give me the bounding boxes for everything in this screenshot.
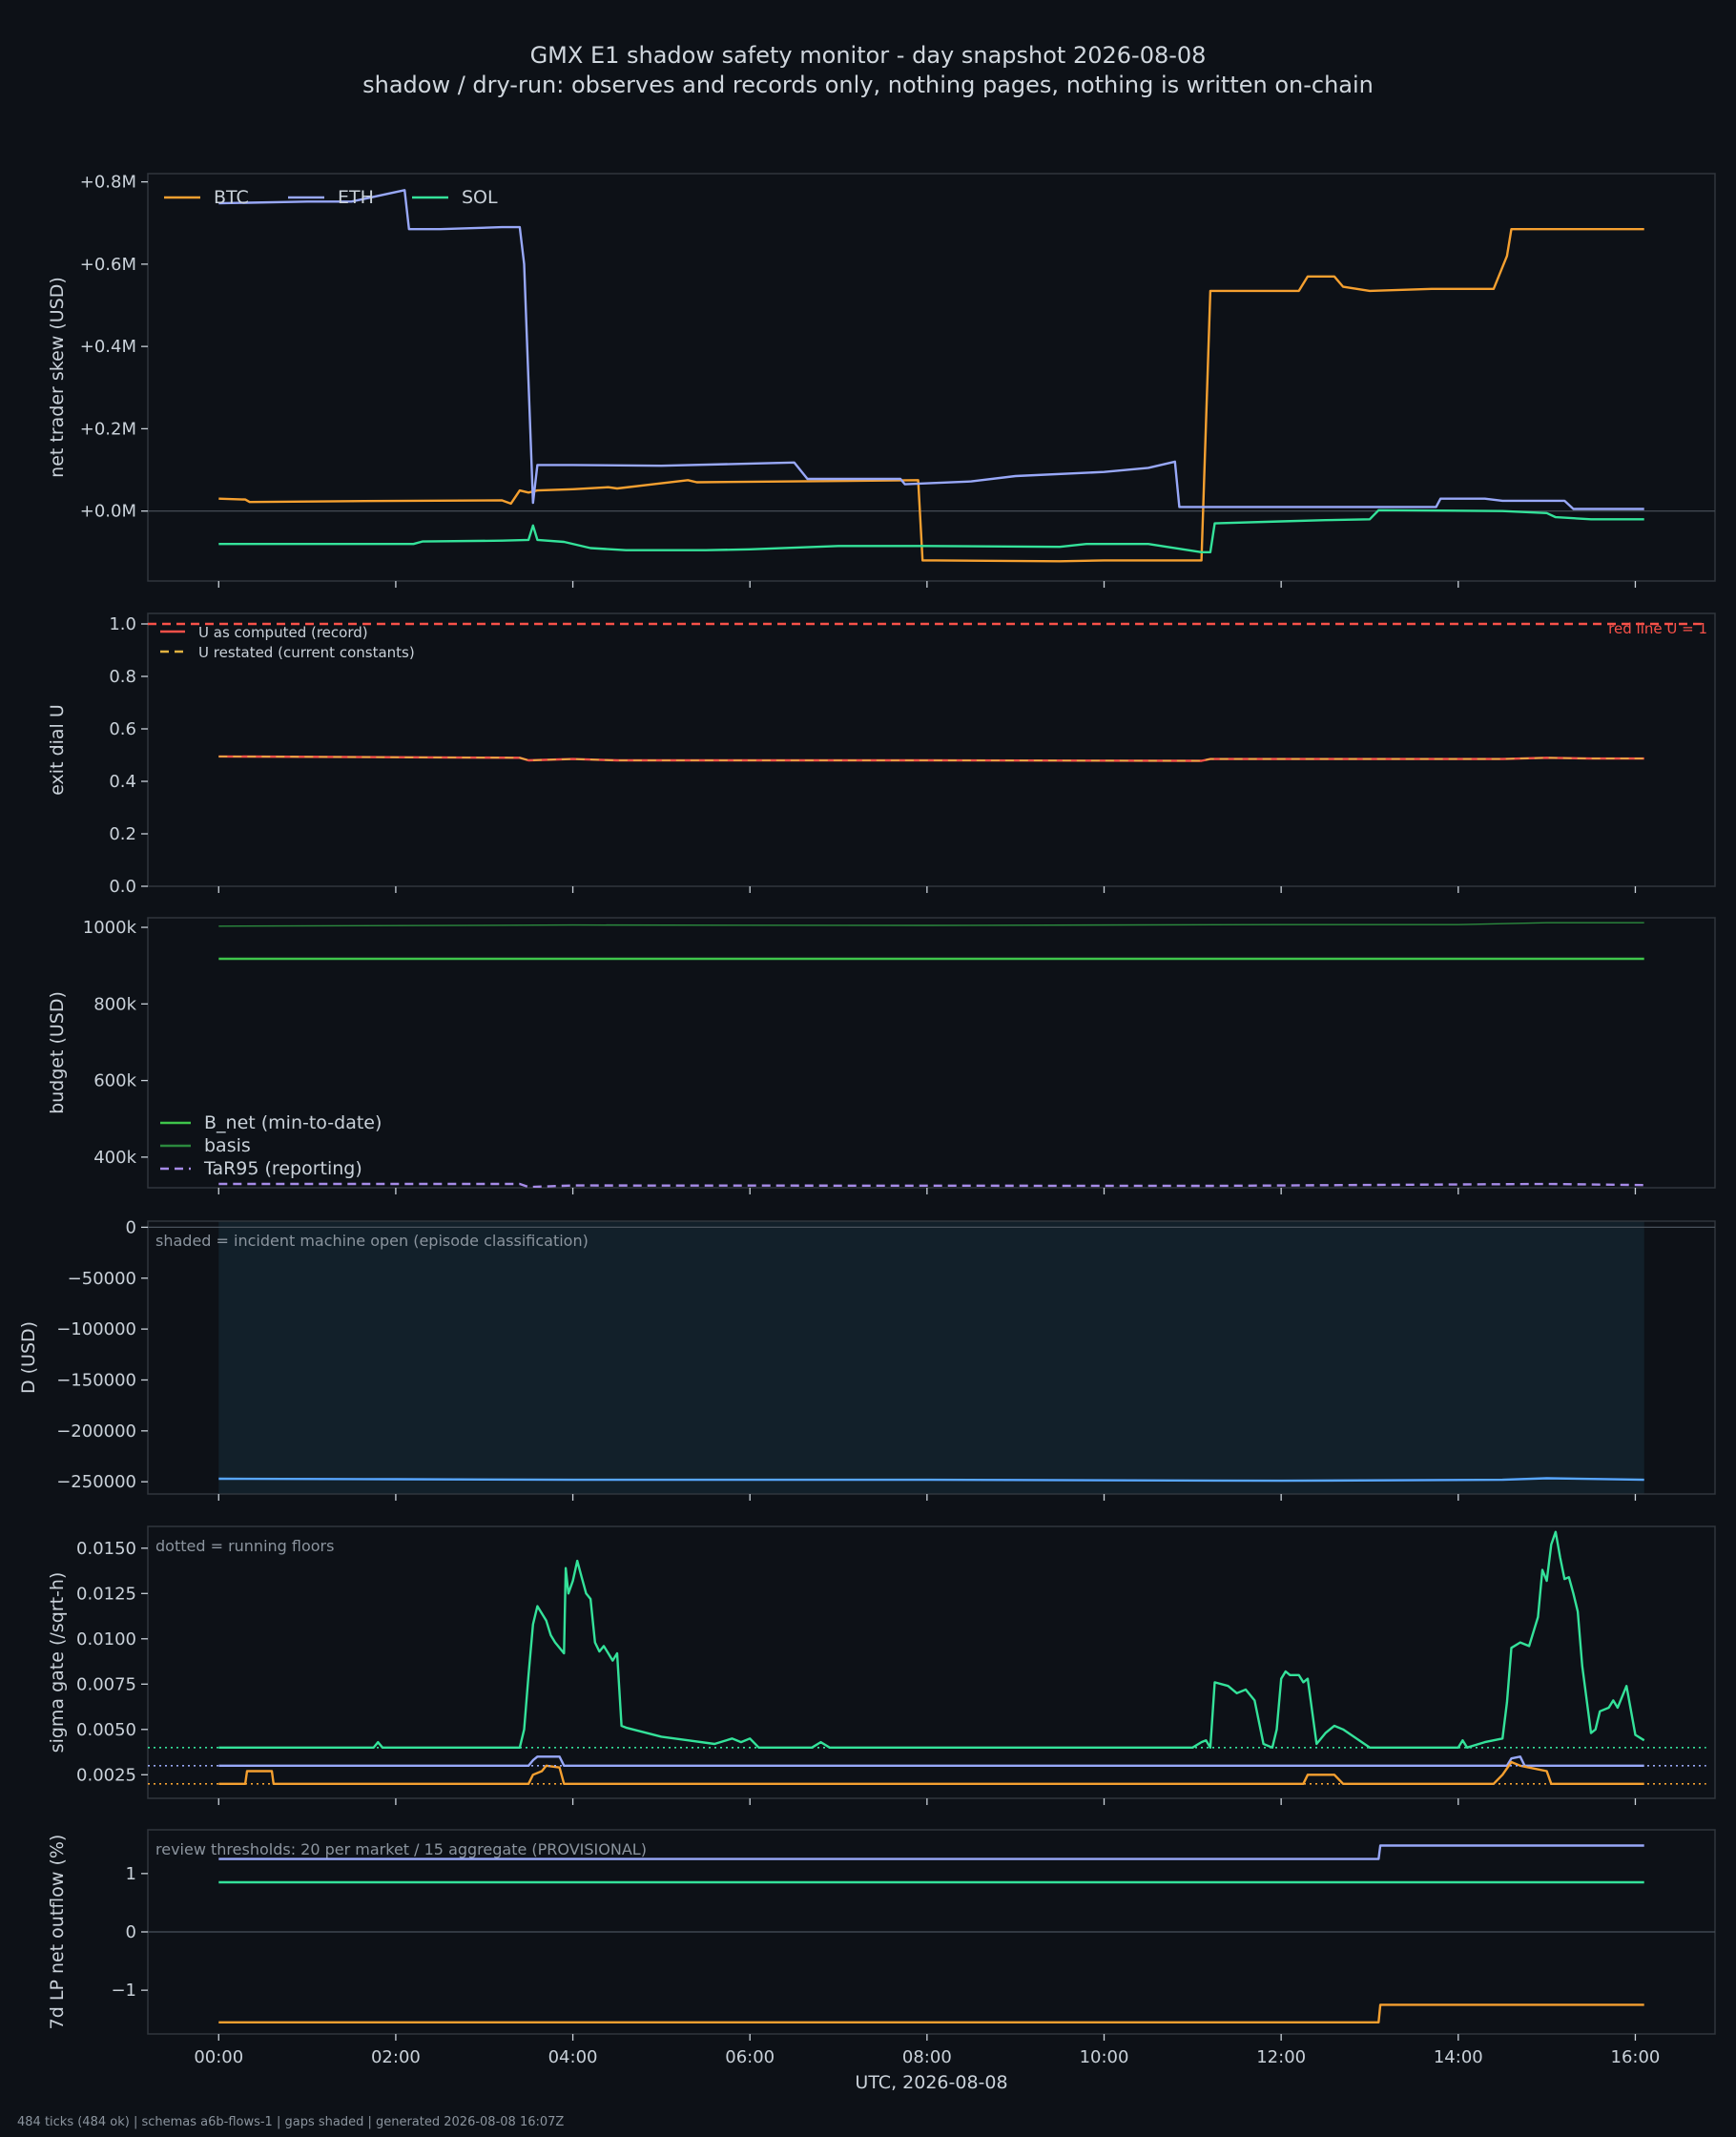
legend-label: B_net (min-to-date) bbox=[204, 1112, 382, 1133]
legend-label: U restated (current constants) bbox=[198, 644, 415, 661]
series-line-sol bbox=[218, 508, 1644, 553]
y-tick-label: 0 bbox=[126, 1217, 136, 1237]
y-tick-label: 0.0125 bbox=[76, 1584, 136, 1604]
series-line-eth-outflow bbox=[218, 1844, 1644, 1860]
legend-label: U as computed (record) bbox=[198, 624, 368, 641]
panel-3: 400k 600k 800k 1000k budget (USD) B_net (min-… bbox=[47, 917, 1716, 1194]
x-tick-label: 08:00 bbox=[902, 2047, 952, 2067]
y-tick-label: 0.6 bbox=[109, 719, 136, 739]
chart-subtitle: shadow / dry-run: observes and records o… bbox=[362, 72, 1374, 98]
series-line-u-as-computed-record bbox=[218, 755, 1644, 762]
series-group bbox=[218, 1844, 1644, 2023]
series-group bbox=[148, 622, 1706, 762]
x-tick-label: 14:00 bbox=[1434, 2047, 1483, 2067]
y-tick-label: 0.0050 bbox=[76, 1720, 136, 1740]
series-group bbox=[218, 189, 1644, 563]
y-tick-label: 1000k bbox=[83, 918, 137, 938]
x-axis-label: UTC, 2026-08-08 bbox=[855, 2072, 1007, 2093]
y-tick-label: 0.4 bbox=[109, 772, 136, 792]
panel-frame bbox=[147, 173, 1716, 582]
panel-frame bbox=[147, 612, 1716, 887]
legend-label: BTC bbox=[214, 187, 249, 208]
y-axis-label: sigma gate (/sqrt-h) bbox=[47, 1572, 68, 1753]
y-tick-label: −150000 bbox=[56, 1370, 136, 1390]
panel-note: dotted = running floors bbox=[155, 1537, 334, 1555]
panel-4: 0 −50000 −100000 −150000 −200000 −250000 D (US… bbox=[18, 1217, 1716, 1501]
panel-5: 0.0025 0.0050 0.0075 0.0100 0.0125 0.0150 sigm… bbox=[47, 1525, 1716, 1805]
series-line-basis bbox=[218, 922, 1644, 927]
y-tick-label: 0.2 bbox=[109, 824, 136, 844]
y-axis-label: 7d LP net outflow (%) bbox=[47, 1835, 68, 2030]
panel-note: review thresholds: 20 per market / 15 ag… bbox=[155, 1840, 647, 1858]
series-line-u-restated-current-constants bbox=[218, 756, 1644, 762]
x-tick-label: 04:00 bbox=[548, 2047, 598, 2067]
red-line-annotation: red line U = 1 bbox=[1608, 620, 1707, 637]
y-tick-label: 400k bbox=[93, 1148, 136, 1168]
panel-note: shaded = incident machine open (episode … bbox=[155, 1232, 589, 1250]
y-tick-label: −250000 bbox=[56, 1472, 136, 1492]
legend-label: ETH bbox=[338, 187, 374, 208]
panel-1: +0.0M +0.2M +0.4M +0.6M +0.8M net trader skew… bbox=[47, 173, 1716, 588]
legend-label: basis bbox=[204, 1135, 251, 1156]
series-group bbox=[218, 1477, 1644, 1483]
series-line-eth bbox=[218, 189, 1644, 510]
y-tick-label: 0 bbox=[126, 1922, 136, 1942]
x-tick-label: 10:00 bbox=[1080, 2047, 1129, 2067]
y-tick-label: 0.0100 bbox=[76, 1629, 136, 1649]
panel-frame bbox=[147, 917, 1716, 1189]
series-line-eth-sigma bbox=[218, 1755, 1644, 1767]
y-tick-label: 0.8 bbox=[109, 667, 136, 687]
series-line-btc bbox=[218, 228, 1644, 563]
y-tick-label: +0.4M bbox=[80, 337, 136, 357]
y-tick-label: +0.8M bbox=[80, 173, 136, 193]
panel-2: 0.0 0.2 0.4 0.6 0.8 1.0 exit dial U U as comput… bbox=[47, 612, 1716, 897]
legend-label: SOL bbox=[462, 187, 498, 208]
series-line-tar95-reporting bbox=[218, 1182, 1644, 1188]
y-tick-label: −50000 bbox=[68, 1269, 136, 1289]
y-tick-label: +0.0M bbox=[80, 502, 136, 522]
panel-frame bbox=[147, 1525, 1716, 1799]
series-line-d bbox=[218, 1477, 1644, 1483]
panel-frame bbox=[147, 1220, 1716, 1495]
y-tick-label: 0.0075 bbox=[76, 1674, 136, 1694]
y-axis-label: budget (USD) bbox=[47, 991, 68, 1114]
x-tick-label: 06:00 bbox=[725, 2047, 775, 2067]
y-axis-label: net trader skew (USD) bbox=[47, 277, 68, 478]
x-tick-label: 00:00 bbox=[194, 2047, 243, 2067]
y-tick-label: 1 bbox=[126, 1864, 136, 1884]
y-tick-label: 0.0150 bbox=[76, 1539, 136, 1559]
y-tick-label: −100000 bbox=[56, 1319, 136, 1339]
y-tick-label: −1 bbox=[111, 1981, 136, 2001]
y-tick-label: 600k bbox=[93, 1071, 136, 1091]
x-tick-label: 16:00 bbox=[1611, 2047, 1661, 2067]
y-tick-label: 0.0 bbox=[109, 877, 136, 897]
chart-title: GMX E1 shadow safety monitor - day snaps… bbox=[530, 42, 1207, 69]
footer-status: 484 ticks (484 ok) | schemas a6b-flows-1… bbox=[17, 2115, 564, 2129]
series-group bbox=[148, 1530, 1706, 1785]
y-tick-label: −200000 bbox=[56, 1421, 136, 1442]
legend-label: TaR95 (reporting) bbox=[203, 1158, 362, 1179]
y-axis-label: D (USD) bbox=[18, 1321, 39, 1394]
y-tick-label: +0.2M bbox=[80, 419, 136, 439]
series-group bbox=[218, 922, 1644, 1188]
series-line-btc-outflow bbox=[218, 2003, 1644, 2023]
y-tick-label: 800k bbox=[93, 994, 136, 1014]
panel-6: −1 0 1 00:00 02:00 04:00 06:00 08:00 10:00 12:00 1… bbox=[47, 1829, 1716, 2093]
y-tick-label: +0.6M bbox=[80, 255, 136, 275]
x-tick-label: 02:00 bbox=[371, 2047, 421, 2067]
y-axis-label: exit dial U bbox=[47, 704, 68, 796]
y-tick-label: 0.0025 bbox=[76, 1765, 136, 1785]
y-tick-label: 1.0 bbox=[109, 614, 136, 634]
series-line-sol-sigma bbox=[218, 1530, 1645, 1749]
incident-shaded-region bbox=[218, 1221, 1644, 1494]
panels: +0.0M +0.2M +0.4M +0.6M +0.8M net trader skew… bbox=[18, 173, 1716, 2093]
x-tick-label: 12:00 bbox=[1256, 2047, 1306, 2067]
